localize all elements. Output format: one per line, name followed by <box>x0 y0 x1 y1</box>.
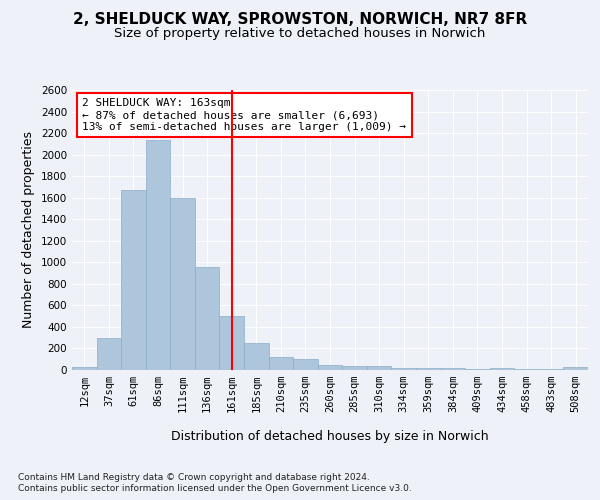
Bar <box>293 359 318 370</box>
Bar <box>269 357 293 370</box>
Bar <box>563 368 588 370</box>
Bar <box>490 368 514 370</box>
Text: Distribution of detached houses by size in Norwich: Distribution of detached houses by size … <box>171 430 489 443</box>
Bar <box>146 140 170 370</box>
Y-axis label: Number of detached properties: Number of detached properties <box>22 132 35 328</box>
Bar <box>440 368 465 370</box>
Bar <box>195 266 220 370</box>
Bar <box>72 368 97 370</box>
Bar <box>416 368 440 370</box>
Bar <box>391 368 416 370</box>
Bar <box>97 338 121 370</box>
Bar <box>318 364 342 370</box>
Text: Contains HM Land Registry data © Crown copyright and database right 2024.: Contains HM Land Registry data © Crown c… <box>18 472 370 482</box>
Text: Contains public sector information licensed under the Open Government Licence v3: Contains public sector information licen… <box>18 484 412 493</box>
Bar <box>121 190 146 370</box>
Text: Size of property relative to detached houses in Norwich: Size of property relative to detached ho… <box>115 28 485 40</box>
Bar <box>244 343 269 370</box>
Bar <box>220 316 244 370</box>
Bar <box>170 198 195 370</box>
Bar <box>367 366 391 370</box>
Text: 2 SHELDUCK WAY: 163sqm
← 87% of detached houses are smaller (6,693)
13% of semi-: 2 SHELDUCK WAY: 163sqm ← 87% of detached… <box>82 98 406 132</box>
Bar <box>342 366 367 370</box>
Text: 2, SHELDUCK WAY, SPROWSTON, NORWICH, NR7 8FR: 2, SHELDUCK WAY, SPROWSTON, NORWICH, NR7… <box>73 12 527 28</box>
